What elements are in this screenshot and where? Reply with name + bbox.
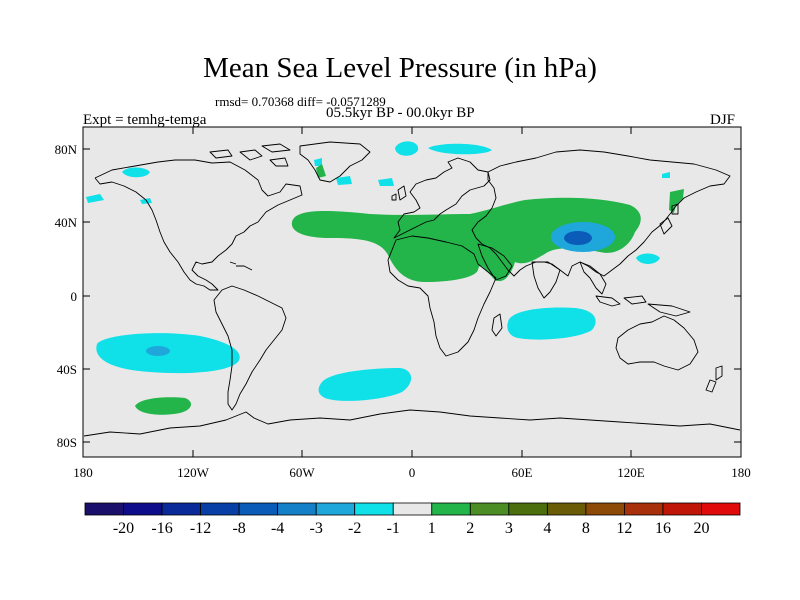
colorbar-label: 4 xyxy=(543,520,552,537)
negative-arctic-3 xyxy=(428,143,492,155)
colorbar-box xyxy=(624,502,664,516)
negative-arctic-6 xyxy=(336,176,352,185)
colorbar-label: 3 xyxy=(504,520,513,537)
colorbar-label: 2 xyxy=(466,520,475,537)
positive-patch-greenland xyxy=(316,164,326,178)
stats-label: rmsd= 0.70368 diff= -0.0571289 xyxy=(215,94,386,109)
tibet-negative-inner xyxy=(564,231,592,245)
colorbar-box xyxy=(84,502,124,516)
chart-title: Mean Sea Level Pressure (in hPa) xyxy=(203,52,597,84)
x-tick-label: 180 xyxy=(731,465,751,480)
x-tick-label: 60W xyxy=(289,465,315,480)
y-tick-label: 0 xyxy=(71,289,78,304)
coastline-australia xyxy=(615,315,699,371)
colorbar-label: 20 xyxy=(693,520,710,537)
negative-south-pacific-core xyxy=(146,346,170,356)
map-background xyxy=(83,127,741,457)
colorbar-label: -8 xyxy=(232,520,246,537)
colorbar-label: -2 xyxy=(348,520,362,537)
x-tick-labels: 180 120W 60W 0 60E 120E 180 xyxy=(73,465,751,480)
colorbar xyxy=(84,502,741,516)
coastline-se-asia xyxy=(579,261,607,295)
colorbar-label: 8 xyxy=(581,520,590,537)
coastline-arabia xyxy=(477,243,513,281)
colorbar-label: -20 xyxy=(112,520,135,537)
negative-arctic-1 xyxy=(122,167,150,178)
colorbar-box xyxy=(662,502,702,516)
coastline-south-america xyxy=(213,285,287,411)
coastline-arctic-islands xyxy=(209,143,291,167)
coastline-antarctica xyxy=(83,409,741,437)
coastline-new-zealand xyxy=(705,365,723,393)
y-tick-label: 80N xyxy=(55,142,78,157)
y-tick-label: 40N xyxy=(55,215,78,230)
colorbar-box xyxy=(354,502,394,516)
negative-arctic-4 xyxy=(86,194,104,203)
colorbar-box xyxy=(277,502,317,516)
colorbar-label: -12 xyxy=(189,520,212,537)
colorbar-box xyxy=(508,502,548,516)
colorbar-label: -16 xyxy=(151,520,173,537)
x-tick-label: 120E xyxy=(617,465,645,480)
negative-arctic-9 xyxy=(662,172,670,178)
coastline-europe xyxy=(393,157,491,239)
positive-patch-ne-asia xyxy=(669,189,684,213)
period-label: 05.5kyr BP - 00.0kyr BP xyxy=(326,105,475,121)
coastline-africa xyxy=(387,235,497,357)
negative-indian-ocean xyxy=(507,307,596,340)
negative-arctic-8 xyxy=(314,158,322,166)
negative-east-asia xyxy=(636,253,660,264)
coastline-caribbean xyxy=(229,261,253,271)
x-tick-label: 60E xyxy=(512,465,533,480)
x-tick-label: 180 xyxy=(73,465,93,480)
colorbar-label: 12 xyxy=(616,520,633,537)
colorbar-box xyxy=(469,502,510,516)
season-label: DJF xyxy=(710,112,736,128)
coastline-madagascar xyxy=(491,313,503,337)
anomaly-fills xyxy=(86,141,684,415)
coastlines xyxy=(83,141,741,437)
colorbar-box xyxy=(585,502,625,516)
positive-band-africa-asia xyxy=(291,197,641,282)
negative-south-atlantic xyxy=(318,368,412,401)
colorbar-box xyxy=(123,502,163,516)
colorbar-box xyxy=(701,502,741,516)
x-tick-label: 0 xyxy=(409,465,416,480)
coastline-japan xyxy=(659,203,679,235)
colorbar-label: -4 xyxy=(270,520,285,537)
colorbar-box xyxy=(546,502,587,516)
y-tick-labels: 80N 40N 0 40S 80S xyxy=(55,142,78,450)
colorbar-label: 16 xyxy=(654,520,671,537)
coastline-indonesia xyxy=(595,295,691,317)
experiment-label: Expt = temhg-temga xyxy=(83,112,207,128)
colorbar-box xyxy=(315,502,356,516)
negative-arctic-5 xyxy=(140,198,152,204)
positive-south-pacific xyxy=(135,397,192,415)
colorbar-box xyxy=(238,502,279,516)
colorbar-box xyxy=(161,502,201,516)
colorbar-label: -3 xyxy=(309,520,323,537)
colorbar-box xyxy=(431,502,471,516)
tick-marks xyxy=(82,127,742,457)
coastline-uk xyxy=(391,185,407,201)
colorbar-label: 1 xyxy=(427,520,436,537)
coastline-north-america xyxy=(94,159,303,291)
coastline-asia xyxy=(471,149,731,277)
colorbar-box xyxy=(392,502,433,516)
y-tick-label: 80S xyxy=(57,435,77,450)
colorbar-label: -1 xyxy=(386,520,400,537)
negative-arctic-7 xyxy=(378,178,394,186)
colorbar-box xyxy=(200,502,240,516)
x-tick-label: 120W xyxy=(177,465,210,480)
coastline-india xyxy=(531,261,561,299)
y-tick-label: 40S xyxy=(57,362,77,377)
negative-arctic-2 xyxy=(395,141,419,156)
coastline-greenland xyxy=(299,141,371,183)
